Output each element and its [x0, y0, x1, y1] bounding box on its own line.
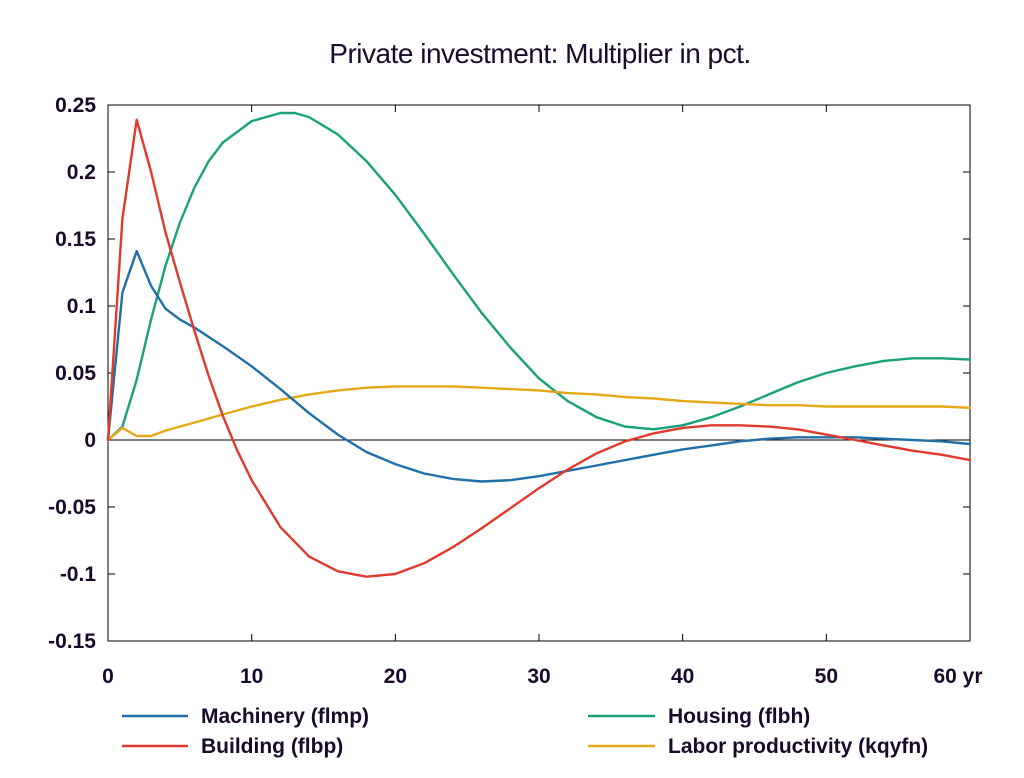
series-line-0 — [106, 249, 972, 483]
x-tick-label: 10 — [240, 665, 263, 688]
y-tick-label: 0.25 — [55, 94, 96, 117]
legend-label: Labor productivity (kqyfn) — [668, 735, 928, 758]
plot-border — [107, 104, 971, 642]
series-line-2 — [106, 111, 972, 442]
x-tick-label: 50 — [815, 665, 838, 688]
y-axis: 0.25 0.2 0.15 0.1 0.05 0 -0.05 -0.1 -0.15 — [48, 94, 970, 653]
legend-label: Building (flbp) — [201, 735, 343, 758]
y-tick-label: -0.15 — [48, 630, 96, 653]
series-line-3 — [106, 385, 972, 442]
chart-title: Private investment: Multiplier in pct. — [329, 38, 750, 69]
y-tick-label: 0 — [84, 429, 96, 452]
y-tick-label: 0.15 — [55, 228, 96, 251]
x-tick-label: 60 yr — [933, 665, 982, 688]
y-tick-label: 0.2 — [67, 161, 96, 184]
legend: Machinery (flmp) Building (flbp) Housing (… — [122, 705, 928, 758]
y-tick-label: 0.1 — [67, 295, 97, 318]
x-tick-label: 0 — [102, 665, 114, 688]
y-tick-label: -0.1 — [60, 563, 97, 586]
series-line-1 — [106, 118, 972, 578]
legend-label: Housing (flbh) — [668, 705, 810, 728]
plot-frame — [107, 104, 971, 642]
y-tick-label: -0.05 — [48, 496, 96, 519]
legend-label: Machinery (flmp) — [201, 705, 369, 728]
series-layer — [106, 111, 972, 578]
x-tick-label: 30 — [527, 665, 550, 688]
x-tick-label: 20 — [384, 665, 407, 688]
x-tick-label: 40 — [671, 665, 694, 688]
x-axis: 0 10 20 30 40 50 60 yr — [102, 105, 983, 688]
y-tick-label: 0.05 — [55, 362, 96, 385]
